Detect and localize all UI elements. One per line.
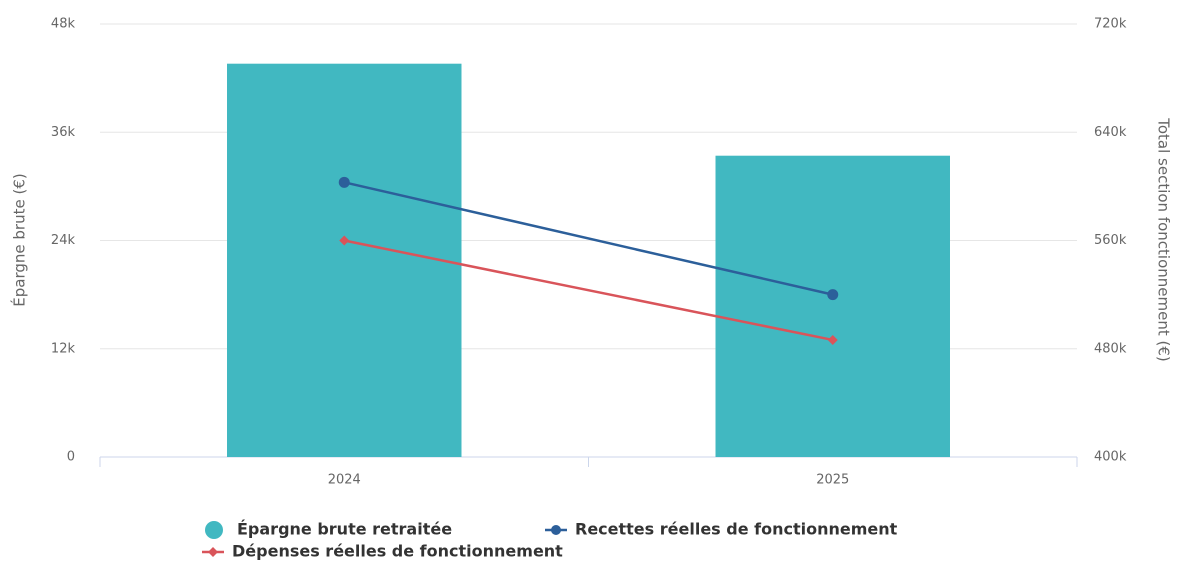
line — [343, 181, 834, 296]
y-tick-label: 48k — [51, 17, 76, 32]
marker — [338, 176, 350, 188]
marker — [827, 289, 839, 301]
y-tick-label: 12k — [51, 341, 76, 356]
y2-tick-label: 720k — [1094, 17, 1127, 32]
y-tick-label: 24k — [51, 233, 76, 248]
marker — [827, 334, 838, 345]
y2-tick-label: 480k — [1094, 341, 1127, 356]
legend-label: Dépenses réelles de fonctionnement — [232, 542, 563, 561]
y-tick-label: 0 — [67, 450, 75, 465]
x-tick-label: 2025 — [816, 473, 849, 488]
y2-tick-label: 640k — [1094, 125, 1127, 140]
bar — [227, 63, 462, 458]
legend-label: Recettes réelles de fonctionnement — [575, 520, 898, 539]
legend-marker — [551, 525, 561, 535]
x-tick-label: 2024 — [328, 473, 361, 488]
legend-label: Épargne brute retraitée — [237, 520, 452, 539]
legend-marker — [208, 547, 218, 557]
line — [344, 239, 833, 342]
marker — [339, 235, 350, 246]
y2-tick-label: 400k — [1094, 450, 1127, 465]
y-axis-title: Épargne brute (€) — [10, 173, 29, 306]
bar — [715, 155, 950, 457]
y2-tick-label: 560k — [1094, 233, 1127, 248]
legend-marker — [205, 521, 223, 539]
y-tick-label: 36k — [51, 125, 76, 140]
y2-axis-title: Total section fonctionnement (€) — [1155, 117, 1173, 362]
